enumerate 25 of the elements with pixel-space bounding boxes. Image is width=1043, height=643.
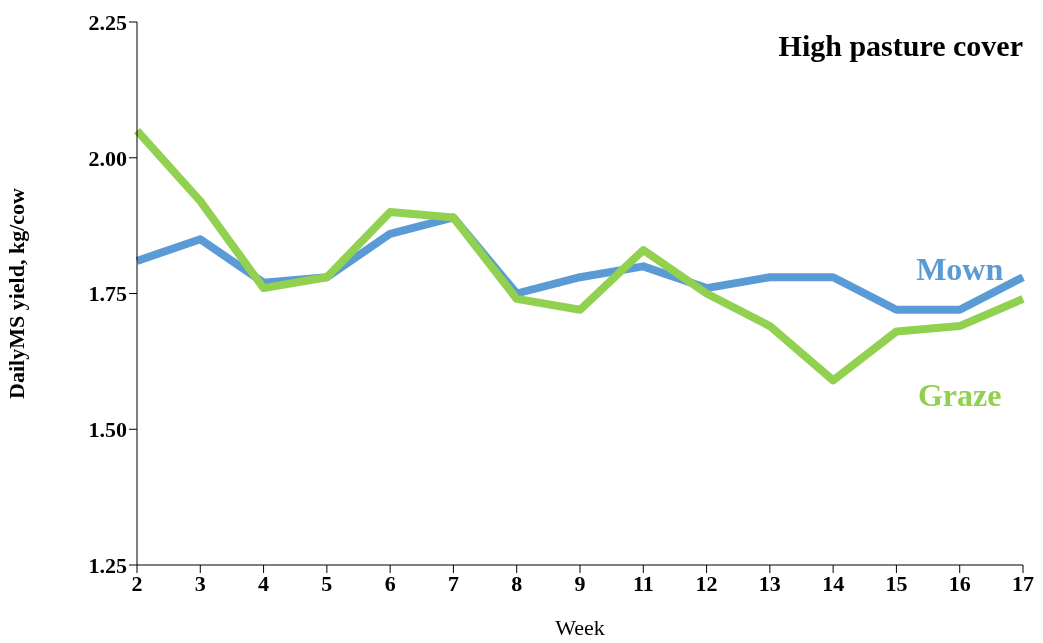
x-tick-label: 6 (384, 570, 396, 596)
x-tick-label: 3 (194, 570, 206, 596)
chart-title: High pasture cover (778, 29, 1023, 62)
x-tick-label: 17 (1012, 570, 1034, 596)
y-tick-label: 1.50 (88, 417, 127, 443)
x-tick-label: 4 (258, 570, 270, 596)
series-label: Mown (916, 250, 1004, 287)
y-tick-label: 1.75 (88, 281, 127, 307)
y-axis-title: DailyMS yield, kg/cow (3, 187, 29, 399)
x-tick-label: 7 (447, 570, 459, 596)
x-tick-label: 8 (511, 570, 523, 596)
y-tick-label: 2.25 (88, 9, 127, 35)
x-tick-label: 16 (948, 570, 971, 596)
x-tick-label: 14 (822, 570, 845, 596)
x-tick-label: 15 (885, 570, 908, 596)
x-axis-title: Week (555, 615, 605, 640)
x-tick-label: 5 (321, 570, 333, 596)
x-tick-label: 2 (131, 570, 143, 596)
x-tick-label: 9 (574, 570, 586, 596)
y-tick-label: 1.25 (88, 552, 127, 578)
y-tick-label: 2.00 (88, 145, 127, 171)
x-tick-label: 12 (695, 570, 718, 596)
x-tick-label: 13 (758, 570, 781, 596)
series-label: Graze (917, 377, 1002, 414)
x-tick-label: 11 (632, 570, 654, 596)
